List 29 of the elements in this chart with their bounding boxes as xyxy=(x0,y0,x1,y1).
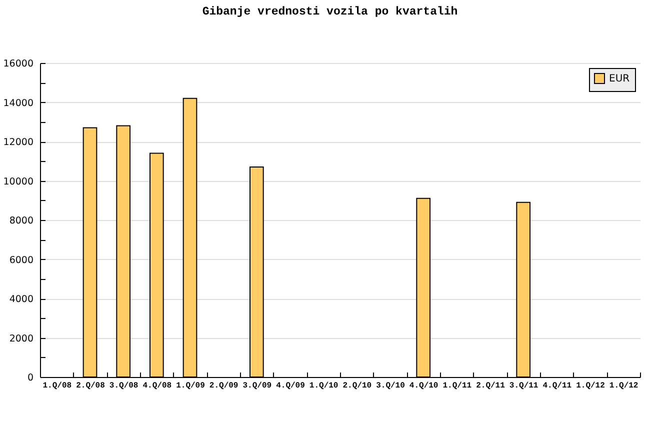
y-tick-label: 10000 xyxy=(3,176,34,188)
y-tick-label: 4000 xyxy=(9,294,34,305)
x-tick-label: 1.Q/10 xyxy=(309,382,338,390)
x-tick-label: 3.Q/11 xyxy=(509,382,538,390)
y-tick-label: 14000 xyxy=(3,98,34,109)
x-tick-label: 4.Q/11 xyxy=(542,382,572,390)
y-tick-label: 16000 xyxy=(3,58,34,70)
x-tick-label: 2.Q/08 xyxy=(76,382,106,390)
x-tick-label: 2.Q/10 xyxy=(342,382,372,390)
legend-label: EUR xyxy=(609,74,630,84)
x-tick-label: 1.Q/08 xyxy=(42,382,72,390)
x-tick-label: 1.Q/09 xyxy=(176,382,206,390)
x-tick-label: 2.Q/11 xyxy=(476,382,506,390)
y-tick-label: 6000 xyxy=(9,254,34,266)
x-tick-label: 1.Q/12 xyxy=(609,382,638,390)
y-tick-label: 2000 xyxy=(9,333,34,344)
x-tick-label: 4.Q/10 xyxy=(409,382,438,390)
x-tick-label: 4.Q/09 xyxy=(276,382,306,390)
y-tick-label: 0 xyxy=(27,372,34,384)
chart-title: Gibanje vrednosti vozila po kvartalih xyxy=(202,6,458,18)
x-tick-label: 4.Q/08 xyxy=(142,382,172,390)
x-tick-label: 3.Q/08 xyxy=(109,382,138,390)
x-tick-label: 1.Q/12 xyxy=(576,382,606,390)
x-tick-label: 3.Q/10 xyxy=(376,382,406,390)
x-tick-label: 3.Q/09 xyxy=(242,382,272,390)
y-tick-label: 8000 xyxy=(9,216,34,226)
x-tick-label: 2.Q/09 xyxy=(209,382,238,390)
x-tick-label: 1.Q/11 xyxy=(442,382,472,390)
y-tick-label: 12000 xyxy=(3,137,34,148)
